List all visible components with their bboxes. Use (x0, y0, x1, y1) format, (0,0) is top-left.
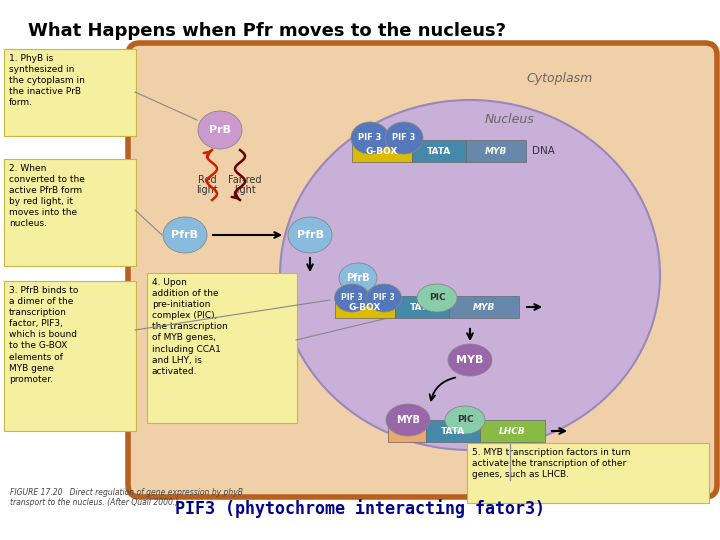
Bar (335, 296, 395, 318)
Ellipse shape (386, 404, 430, 436)
Text: light: light (196, 185, 218, 195)
Ellipse shape (385, 122, 423, 154)
Text: LHCB: LHCB (499, 427, 526, 435)
Text: MYB: MYB (396, 415, 420, 425)
Text: Far-red: Far-red (228, 175, 262, 185)
Text: PIC: PIC (428, 294, 445, 302)
Text: PfrB: PfrB (346, 273, 370, 283)
Text: PfrB: PfrB (297, 230, 323, 240)
Ellipse shape (288, 217, 332, 253)
Text: 2. When
converted to the
active PfrB form
by red light, it
moves into the
nucleu: 2. When converted to the active PfrB for… (9, 164, 85, 228)
Text: PIF 3: PIF 3 (359, 133, 382, 143)
Bar (480, 420, 545, 442)
Ellipse shape (280, 100, 660, 450)
Ellipse shape (198, 111, 242, 149)
Text: light: light (234, 185, 256, 195)
Text: PrB: PrB (209, 125, 231, 135)
Ellipse shape (163, 217, 207, 253)
FancyBboxPatch shape (4, 159, 136, 266)
Text: 4. Upon
addition of the
pre-initiation
complex (PIC),
the transcription
of MYB g: 4. Upon addition of the pre-initiation c… (152, 278, 228, 376)
Ellipse shape (335, 284, 369, 312)
FancyBboxPatch shape (147, 273, 297, 423)
FancyBboxPatch shape (4, 281, 136, 431)
Text: PIF 3: PIF 3 (373, 294, 395, 302)
Ellipse shape (445, 406, 485, 434)
Text: Nucleus: Nucleus (485, 113, 535, 126)
Text: Cytoplasm: Cytoplasm (527, 72, 593, 85)
Bar (449, 296, 519, 318)
Text: PIF 3: PIF 3 (341, 294, 363, 302)
Text: PIF 3: PIF 3 (392, 133, 415, 143)
FancyBboxPatch shape (467, 443, 709, 503)
Text: TATA: TATA (427, 146, 451, 156)
Bar (426, 420, 480, 442)
Text: FIGURE 17.20   Direct regulation of gene expression by phyB
transport to the nuc: FIGURE 17.20 Direct regulation of gene e… (10, 488, 243, 508)
Bar (395, 296, 449, 318)
Text: PfrB: PfrB (171, 230, 199, 240)
Text: MYB: MYB (473, 302, 495, 312)
Ellipse shape (339, 263, 377, 293)
Bar (466, 140, 526, 162)
Text: G-BOX: G-BOX (366, 146, 398, 156)
Text: Red: Red (198, 175, 216, 185)
Text: PIC: PIC (456, 415, 473, 424)
Text: MYB: MYB (456, 355, 484, 365)
Ellipse shape (417, 284, 457, 312)
FancyBboxPatch shape (128, 43, 717, 497)
Text: What Happens when Pfr moves to the nucleus?: What Happens when Pfr moves to the nucle… (28, 22, 506, 40)
Ellipse shape (448, 344, 492, 376)
Bar (388, 420, 426, 442)
Text: DNA: DNA (532, 146, 555, 156)
Text: 1. PhyB is
synthesized in
the cytoplasm in
the inactive PrB
form.: 1. PhyB is synthesized in the cytoplasm … (9, 54, 85, 107)
Text: MYB: MYB (485, 146, 507, 156)
Text: 3. PfrB binds to
a dimer of the
transcription
factor, PIF3,
which is bound
to th: 3. PfrB binds to a dimer of the transcri… (9, 286, 78, 384)
Bar (352, 140, 412, 162)
Text: TATA: TATA (410, 302, 434, 312)
Text: PIF3 (phytochrome interacting fator3): PIF3 (phytochrome interacting fator3) (175, 499, 545, 518)
Text: 5. MYB transcription factors in turn
activate the transcription of other
genes, : 5. MYB transcription factors in turn act… (472, 448, 631, 479)
Ellipse shape (366, 284, 402, 312)
FancyBboxPatch shape (4, 49, 136, 136)
Bar (412, 140, 466, 162)
Text: G-BOX: G-BOX (348, 302, 381, 312)
Ellipse shape (351, 122, 389, 154)
Text: TATA: TATA (441, 427, 465, 435)
